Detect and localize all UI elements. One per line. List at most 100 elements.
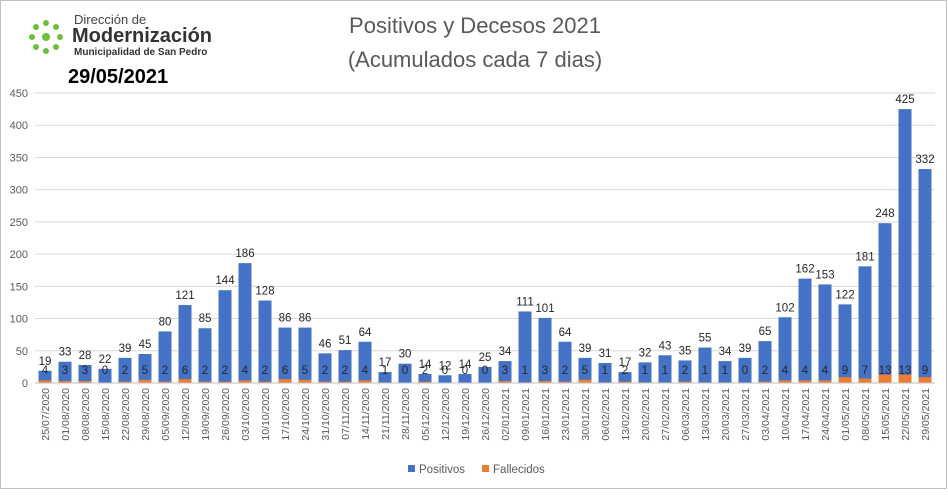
- data-label: 34: [719, 346, 732, 358]
- y-tick-label: 200: [10, 249, 28, 261]
- bar: [178, 305, 192, 383]
- bar: [258, 381, 272, 383]
- data-label: 2: [262, 365, 268, 377]
- bar: [558, 381, 572, 383]
- data-label: 1: [662, 365, 668, 377]
- bar: [238, 380, 252, 383]
- x-tick-label: 08/08/2020: [80, 388, 92, 441]
- data-label: 181: [855, 251, 874, 263]
- bar: [538, 381, 552, 383]
- data-label: 121: [175, 290, 194, 302]
- bar: [578, 357, 592, 383]
- bar: [898, 374, 912, 383]
- data-label: 28: [79, 350, 92, 362]
- bar: [618, 381, 632, 383]
- x-tick-label: 12/09/2020: [180, 388, 192, 441]
- x-tick-label: 22/05/2021: [900, 388, 912, 441]
- bar: [618, 372, 632, 383]
- x-tick-label: 06/02/2021: [600, 388, 612, 441]
- bar: [138, 379, 152, 383]
- data-label: 22: [99, 354, 112, 366]
- bar: [678, 381, 692, 383]
- bar: [458, 373, 472, 383]
- x-tick-label: 17/10/2020: [280, 388, 292, 441]
- logo-icon: [29, 20, 63, 54]
- bar: [478, 366, 492, 383]
- x-tick-label: 05/09/2020: [160, 388, 172, 441]
- data-label: 162: [795, 264, 814, 276]
- bar: [398, 363, 412, 383]
- data-label: 12: [439, 360, 452, 372]
- chart-title: Positivos y Decesos 2021: [349, 13, 601, 38]
- data-label: 102: [775, 302, 794, 314]
- data-label: 1: [522, 365, 528, 377]
- x-tick-label: 31/10/2020: [320, 388, 332, 441]
- data-label: 4: [782, 365, 789, 377]
- bar: [198, 381, 212, 383]
- legend-swatch: [482, 465, 490, 472]
- x-tick-label: 20/03/2021: [720, 388, 732, 441]
- data-label: 1: [382, 365, 388, 377]
- bar: [758, 381, 772, 383]
- bar: [158, 381, 172, 383]
- x-tick-label: 10/04/2021: [780, 388, 792, 441]
- data-label: 425: [895, 94, 914, 106]
- data-label: 6: [182, 365, 188, 377]
- data-label: 1: [602, 365, 608, 377]
- bar: [298, 379, 312, 383]
- data-label: 46: [319, 338, 332, 350]
- y-tick-label: 50: [16, 346, 28, 358]
- data-label: 65: [759, 326, 772, 338]
- data-label: 128: [255, 286, 274, 298]
- x-tick-label: 28/11/2020: [400, 388, 412, 440]
- report-date: 29/05/2021: [68, 66, 168, 88]
- bar: [418, 381, 432, 383]
- data-label: 43: [659, 340, 672, 352]
- x-tick-label: 15/08/2020: [100, 388, 112, 441]
- data-label: 0: [102, 365, 108, 377]
- x-tick-label: 26/09/2020: [220, 388, 232, 441]
- bar: [758, 341, 772, 383]
- x-tick-label: 22/08/2020: [120, 388, 132, 441]
- x-tick-label: 17/04/2021: [800, 388, 812, 441]
- y-tick-label: 0: [22, 378, 28, 390]
- data-label: 2: [342, 365, 348, 377]
- legend-swatch: [408, 465, 415, 472]
- data-label: 2: [202, 365, 208, 377]
- x-tick-label: 09/01/2021: [520, 388, 532, 441]
- x-tick-label: 10/10/2020: [260, 388, 272, 441]
- x-tick-label: 08/05/2021: [860, 388, 872, 441]
- bar: [898, 109, 912, 383]
- y-tick-label: 100: [10, 314, 28, 326]
- bar: [78, 381, 92, 383]
- data-label: 0: [462, 365, 468, 377]
- bar: [178, 379, 192, 383]
- bar: [718, 361, 732, 383]
- x-tick-label: 02/01/2021: [500, 388, 512, 441]
- data-label: 3: [62, 365, 68, 377]
- data-label: 19: [39, 356, 52, 368]
- data-label: 2: [422, 365, 428, 377]
- bar: [158, 331, 172, 383]
- y-tick-label: 300: [10, 185, 28, 197]
- bar: [738, 357, 752, 383]
- bar: [518, 311, 532, 383]
- data-label: 13: [879, 365, 892, 377]
- bar: [838, 304, 852, 383]
- x-tick-label: 26/12/2020: [480, 388, 492, 441]
- x-tick-label: 01/05/2021: [840, 388, 852, 441]
- data-label: 9: [842, 365, 848, 377]
- bar: [58, 361, 72, 383]
- x-tick-label: 21/11/2020: [380, 388, 392, 440]
- data-label: 0: [742, 365, 748, 377]
- bar: [778, 317, 792, 383]
- data-label: 3: [542, 365, 548, 377]
- data-label: 2: [322, 365, 328, 377]
- data-label: 5: [142, 365, 148, 377]
- data-label: 1: [702, 365, 708, 377]
- bar: [298, 327, 312, 383]
- data-label: 31: [599, 348, 612, 360]
- bar: [878, 374, 892, 383]
- data-label: 144: [215, 275, 235, 287]
